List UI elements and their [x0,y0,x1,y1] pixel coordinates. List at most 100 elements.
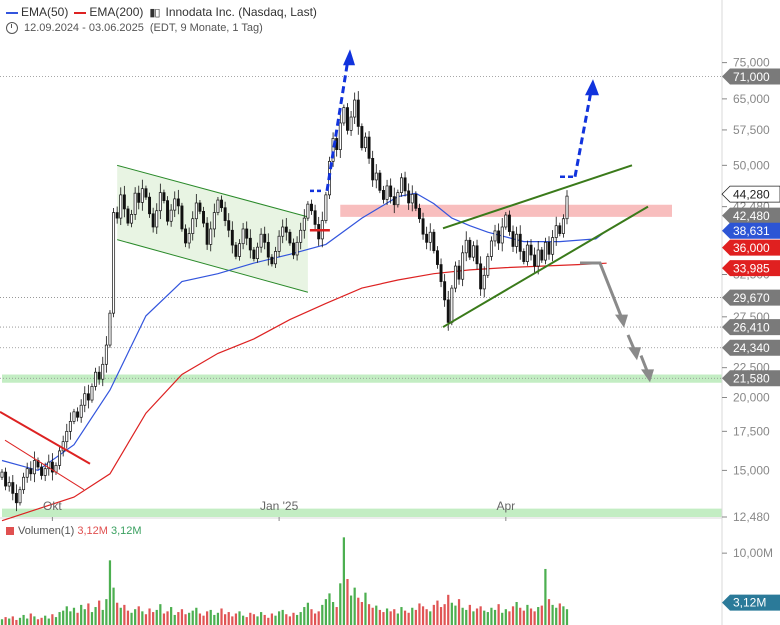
candle-body [403,177,407,192]
candle-body [457,265,461,280]
candle-body [547,241,551,255]
candle-29 [104,336,108,373]
volume-bar-139 [501,612,504,625]
candle-body [533,254,537,267]
volume-bar-21 [76,612,79,625]
volume-bar-86 [310,609,313,625]
y-tick-label: 20,000 [733,391,770,405]
candle-body [410,193,414,204]
volume-bar-92 [331,602,335,625]
volume-bar-114 [411,607,414,625]
volume-bar-117 [421,606,425,625]
candle-body [356,99,360,127]
volume-bar-84 [303,607,306,625]
price-tag-label: 33,985 [733,262,770,276]
candle-body [565,195,569,220]
y-tick-label: 75,000 [733,56,770,70]
candle-body [47,461,51,470]
candle-6 [22,472,26,494]
volume-bar-150 [540,605,543,625]
candle-38 [137,185,141,210]
candle-134 [482,266,486,298]
volume-bar-77 [277,611,281,625]
volume-bar-23 [83,609,86,625]
candle-body [331,138,335,162]
candle-78 [281,219,285,244]
volume-bar-128 [461,607,464,625]
candle-body [256,246,259,259]
candle-23 [83,386,87,413]
candle-body [263,233,267,243]
volume-bar-151 [544,568,547,625]
candle-98 [353,92,357,124]
candle-body [324,194,328,221]
candle-104 [374,164,378,189]
volume-bar-34 [123,604,126,625]
candle-body [432,231,436,252]
candle-body [140,188,144,203]
candle-125 [450,285,454,326]
blue-arrow-head [343,49,355,66]
price-tag-bg [722,289,780,306]
candle-37 [133,187,137,220]
candle-114 [410,185,414,212]
candle-129 [464,231,468,262]
candle-112 [403,171,407,197]
volume-value-red: 3,12M [77,525,108,537]
candle-body [187,233,191,244]
candle-body [518,233,522,252]
volume-bar-76 [274,615,277,625]
volume-bar-9 [33,616,36,625]
candle-body [0,471,4,478]
price-tag-label: 24,340 [733,341,770,355]
range-legend: 12.09.2024 - 03.06.2025 (EDT, 9 Monate, … [6,22,263,34]
candle-body [158,192,162,212]
candle-body [248,237,252,251]
candle-body [108,312,112,346]
candle-body [554,225,558,238]
volume-bar-89 [321,604,324,625]
volume-bar-116 [418,603,421,625]
candle-154 [554,216,558,246]
volume-bar-132 [475,608,479,625]
candle-body [529,244,533,256]
candle-61 [220,195,223,212]
price-tag-label: 42,480 [733,209,770,223]
candle-body [450,287,454,323]
volume-bar-119 [429,611,432,625]
volume-bar-17 [62,610,65,625]
red-trend-line [0,410,91,465]
volume-bar-57 [206,611,209,625]
candle-137 [493,224,497,247]
candles-layer [0,91,569,512]
candle-113 [407,183,411,210]
candle-body [155,210,159,228]
candle-83 [299,222,303,250]
volume-bar-96 [346,579,349,625]
volume-bar-10 [36,619,40,625]
candle-body [151,213,155,228]
price-tag-label: 38,631 [733,224,770,238]
candle-body [522,251,526,262]
blue-arrow2-shaft [573,90,593,178]
volume-bar-109 [393,609,396,625]
y-tick-label: 57,500 [733,123,770,137]
candle-body [144,188,148,198]
candle-body [176,198,180,207]
candle-body [346,107,349,131]
candle-body [493,230,497,242]
candle-115 [414,191,418,212]
candle-32 [115,206,119,224]
candle-body [101,363,105,380]
volume-bar-82 [295,614,299,625]
volume-bar-14 [51,614,54,625]
candle-95 [342,104,346,126]
candle-body [349,116,353,131]
volume-bar-3 [11,616,14,625]
candle-116 [417,203,421,223]
candle-40 [144,185,148,200]
volume-bar-62 [224,614,227,625]
candle-119 [428,223,432,251]
candle-body [83,393,87,406]
